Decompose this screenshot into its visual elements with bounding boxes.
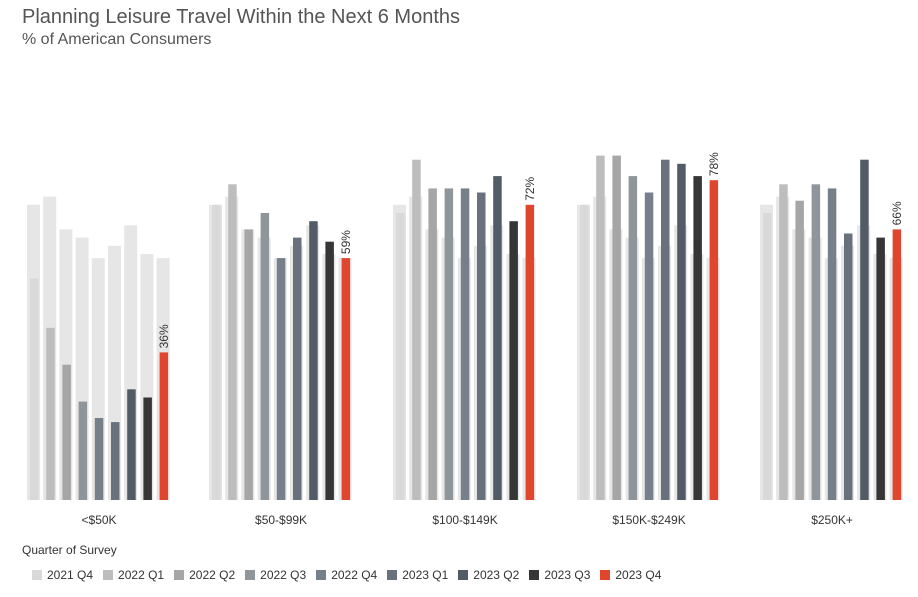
bar (709, 180, 719, 500)
bar (341, 258, 351, 500)
bar (460, 188, 470, 500)
legend-label: 2022 Q3 (260, 568, 307, 582)
category-label: $50-$99K (255, 513, 307, 527)
bar (62, 364, 71, 500)
chart-subtitle: % of American Consumers (22, 31, 212, 48)
bar (876, 237, 885, 500)
legend-item: 2023 Q4 (600, 568, 661, 582)
bar (260, 213, 270, 500)
bar (428, 188, 437, 500)
legend-label: 2023 Q2 (473, 568, 520, 582)
legend-item: 2022 Q4 (316, 568, 377, 582)
bar (693, 176, 702, 500)
bar (30, 278, 39, 500)
legend-swatch (600, 570, 611, 580)
legend-label: 2022 Q1 (118, 568, 165, 582)
bar (795, 200, 804, 500)
legend: 2021 Q4 2022 Q1 2022 Q2 2022 Q3 2022 Q4 2023 … (32, 568, 671, 582)
legend-label: 2023 Q3 (544, 568, 591, 582)
legend-item: 2021 Q4 (32, 568, 93, 582)
bar (827, 188, 837, 500)
legend-swatch (245, 570, 256, 580)
bar (444, 188, 454, 500)
bar (143, 397, 152, 500)
bar (244, 229, 253, 500)
category-label: $250K+ (811, 513, 853, 527)
legend-swatch (32, 570, 42, 580)
bar (228, 184, 237, 501)
chart-title: Planning Leisure Travel Within the Next … (22, 6, 460, 28)
bar (644, 192, 654, 500)
bar (596, 155, 605, 500)
bar (293, 237, 302, 500)
bar (763, 213, 772, 500)
bar (309, 221, 318, 500)
category-label: $100-$149K (432, 513, 497, 527)
bar (811, 184, 821, 501)
bar (396, 213, 405, 500)
legend-item: 2022 Q3 (245, 568, 306, 582)
bar-chart: 36% <$50K 59% $50-$99K 72% $100-$149K 78% $150K… (27, 152, 904, 527)
legend-item: 2023 Q2 (458, 568, 519, 582)
bar (159, 352, 169, 500)
legend-swatch (387, 570, 398, 580)
legend-item: 2023 Q3 (529, 568, 590, 582)
legend-label: 2023 Q1 (402, 568, 449, 582)
bar (94, 418, 104, 500)
bar (779, 184, 788, 501)
legend-swatch (316, 570, 327, 580)
legend-item: 2022 Q2 (174, 568, 235, 582)
bar (580, 204, 589, 501)
legend-item: 2023 Q1 (387, 568, 448, 582)
bar (127, 389, 136, 500)
legend-swatch (103, 570, 114, 580)
bar (612, 155, 621, 500)
bar (677, 163, 686, 501)
category-label: <$50K (82, 513, 117, 527)
legend-swatch (174, 570, 185, 580)
bar (477, 192, 486, 500)
category-label: $150K-$249K (612, 513, 685, 527)
data-label: 66% (890, 201, 904, 225)
data-label: 78% (707, 152, 721, 176)
bar (892, 229, 902, 500)
data-label: 72% (523, 176, 537, 200)
bar (525, 204, 535, 501)
bar (844, 233, 853, 500)
legend-label: 2023 Q4 (615, 568, 662, 582)
bar (46, 327, 55, 500)
bar (412, 159, 421, 500)
data-label: 59% (339, 230, 353, 254)
bar (661, 159, 670, 500)
legend-swatch (458, 570, 469, 580)
bar (78, 401, 88, 500)
legend-label: 2022 Q4 (331, 568, 378, 582)
legend-label: 2022 Q2 (189, 568, 236, 582)
bar (860, 159, 869, 500)
bar (325, 241, 334, 500)
bar (212, 204, 221, 501)
bar (509, 221, 518, 500)
bar (493, 176, 502, 500)
bar (628, 176, 638, 500)
legend-title: Quarter of Survey (22, 543, 117, 557)
bar (111, 422, 120, 500)
data-label: 36% (157, 324, 171, 348)
legend-swatch (529, 570, 540, 580)
legend-item: 2022 Q1 (103, 568, 164, 582)
legend-label: 2021 Q4 (47, 568, 94, 582)
bar (276, 258, 286, 500)
